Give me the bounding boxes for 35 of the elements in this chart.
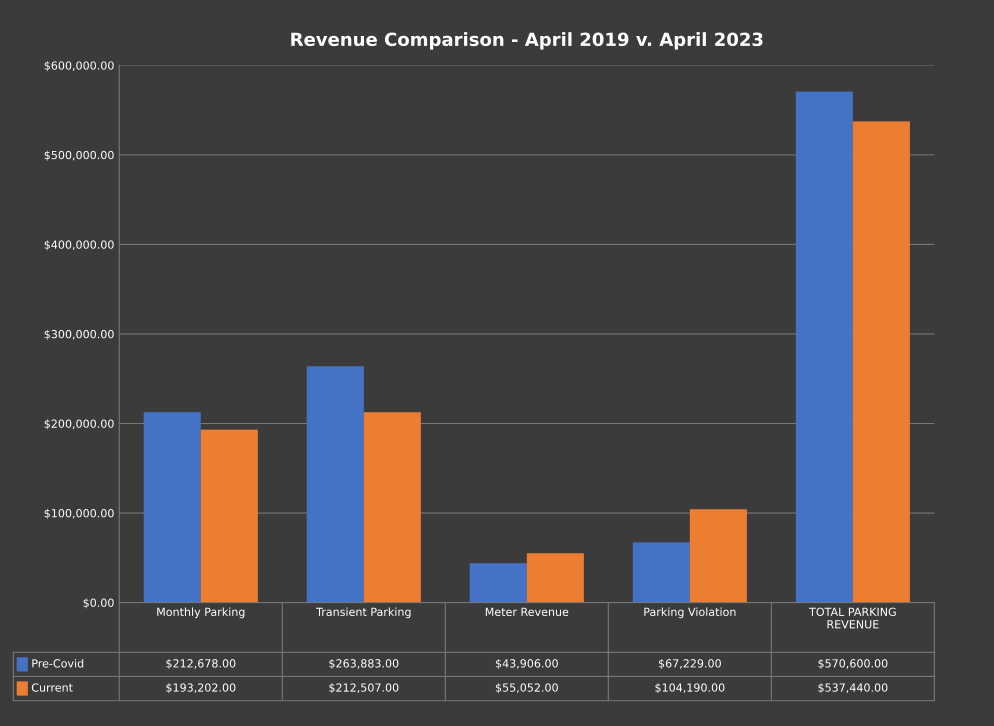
y-tick-label: $500,000.00 [44,150,114,161]
bar [306,366,364,603]
bar [470,563,527,603]
data-label: $570,600.00 [818,658,888,670]
data-label: $537,440.00 [818,683,888,694]
bar [632,542,690,603]
data-label: $212,507.00 [329,683,398,694]
bar [526,553,584,603]
bar [690,509,747,603]
bar [852,121,910,603]
legend-label: Current [32,683,73,692]
data-label: $263,883.00 [329,658,398,670]
legend-label: Pre-Covid [32,658,84,668]
y-tick-label: $400,000.00 [44,240,114,250]
x-tick-label: Monthly Parking [157,607,244,618]
bar [144,412,201,603]
chart-title: Revenue Comparison - April 2019 v. April 2023 [291,32,763,50]
data-label: $104,190.00 [655,683,724,694]
x-tick-label: Meter Revenue [486,608,568,616]
bar [200,430,258,603]
y-tick-label: $200,000.00 [44,419,114,430]
y-tick-label: $300,000.00 [44,330,114,340]
bar [796,92,853,603]
data-label: $43,906.00 [496,658,558,670]
x-tick-label: TOTAL PARKING REVENUE [809,608,896,628]
data-label: $67,229.00 [658,658,721,670]
y-tick-label: $0.00 [84,598,114,608]
data-label: $193,202.00 [166,683,236,694]
x-tick-label: Parking Violation [644,607,736,618]
bar [364,412,421,603]
x-tick-label: Transient Parking [316,607,410,618]
y-tick-label: $600,000.00 [44,61,114,72]
data-label: $55,052.00 [496,683,558,694]
data-label: $212,678.00 [166,658,236,670]
y-tick-label: $100,000.00 [44,508,114,519]
